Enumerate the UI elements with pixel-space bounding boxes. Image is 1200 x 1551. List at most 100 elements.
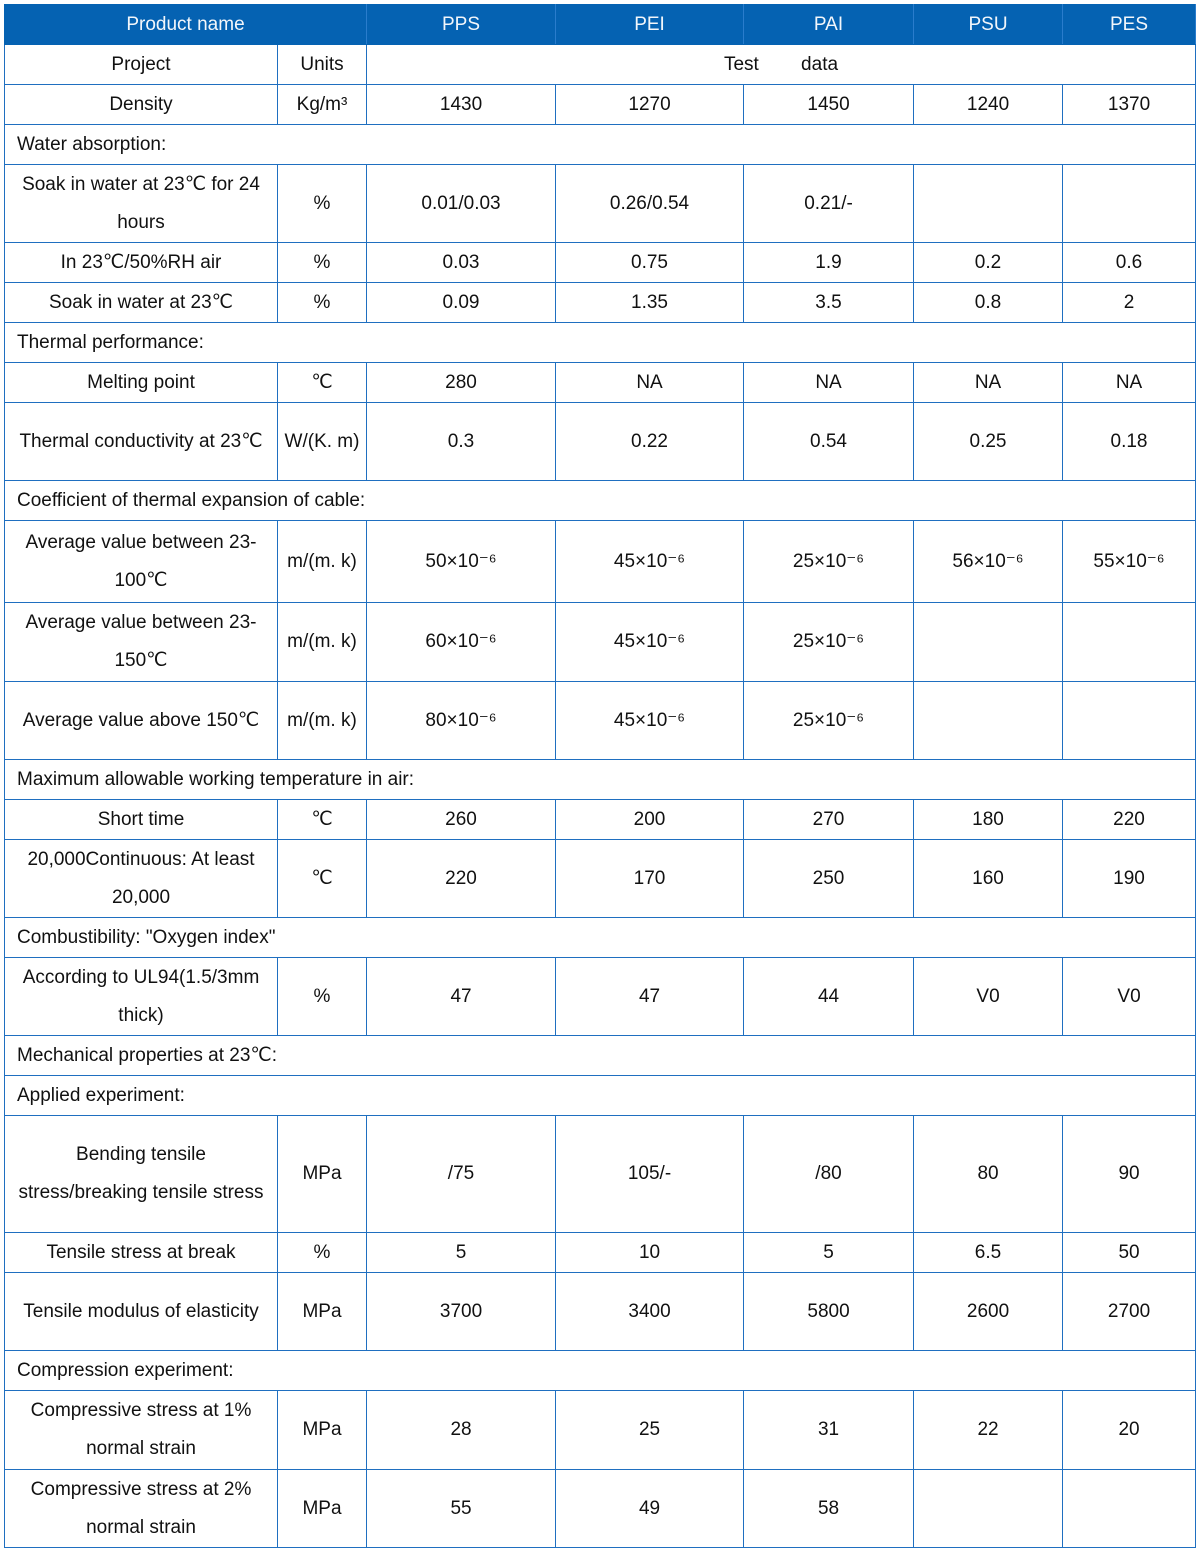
property-label: According to UL94(1.5/3mm thick) [4, 957, 278, 1036]
value-cell-pes: 20 [1062, 1390, 1197, 1470]
value-cell-pps: 50×10⁻⁶ [366, 520, 557, 603]
value-cell-pes: 220 [1062, 799, 1197, 840]
table-row: Compressive stress at 1% normal strain MP… [4, 1390, 1197, 1470]
value-cell-pai: 250 [743, 839, 915, 918]
table-row: Density Kg/m³ 1430 1270 1450 1240 1370 [4, 84, 1197, 125]
properties-table: Product name PPS PEI PAI PSU PES Project… [3, 4, 1197, 1548]
section-row: Mechanical properties at 23℃: [3, 1035, 1197, 1076]
value-cell-pei: 25 [555, 1390, 745, 1470]
value-cell-pei: 200 [555, 799, 745, 840]
unit-cell: % [276, 957, 368, 1036]
value-cell-pes: 0.18 [1062, 402, 1197, 481]
value-cell-pei: 0.22 [555, 402, 745, 481]
table-row: Compressive stress at 2% normal strain MP… [4, 1469, 1197, 1548]
property-label: 20,000Continuous: At least 20,000 [4, 839, 278, 918]
units-header: Units [276, 44, 368, 85]
section-title: Maximum allowable working temperature in… [3, 759, 1197, 800]
section-title: Compression experiment: [3, 1350, 1197, 1391]
property-label: Tensile stress at break [4, 1232, 278, 1273]
value-cell-pes [1062, 164, 1197, 243]
unit-cell: ℃ [276, 799, 368, 840]
value-cell-pes: 1370 [1062, 84, 1197, 125]
value-cell-psu: V0 [913, 957, 1064, 1036]
section-row: Thermal performance: [3, 322, 1197, 363]
test-data-header: Test data [366, 44, 1197, 85]
section-row: Water absorption: [3, 124, 1197, 165]
section-row: Coefficient of thermal expansion of cabl… [3, 480, 1197, 521]
value-cell-pps: /75 [366, 1115, 557, 1233]
value-cell-pai: NA [743, 362, 915, 403]
table-row: Average value between 23-150℃ m/(m. k) 60×… [4, 602, 1197, 682]
property-label: Average value between 23-150℃ [4, 602, 278, 682]
value-cell-pps: 1430 [366, 84, 557, 125]
unit-cell: m/(m. k) [276, 602, 368, 682]
value-cell-pai: 3.5 [743, 282, 915, 323]
value-cell-psu: 6.5 [913, 1232, 1064, 1273]
table-row: Tensile stress at break% 5 10 5 6.5 50 [4, 1232, 1197, 1273]
table-row: According to UL94(1.5/3mm thick)% 47 47 44 V… [4, 957, 1197, 1036]
value-cell-pps: 47 [366, 957, 557, 1036]
value-cell-psu: 180 [913, 799, 1064, 840]
section-row: Applied experiment: [3, 1075, 1197, 1116]
value-cell-pes: 2 [1062, 282, 1197, 323]
table-row: In 23℃/50%RH air% 0.03 0.75 1.9 0.2 0.6 [4, 242, 1197, 283]
value-cell-pes: 50 [1062, 1232, 1197, 1273]
value-cell-pps: 3700 [366, 1272, 557, 1351]
section-row: Combustibility: "Oxygen index" [3, 917, 1197, 958]
value-cell-pei: 45×10⁻⁶ [555, 602, 745, 682]
header-row: Product name PPS PEI PAI PSU PES [3, 4, 1197, 45]
value-cell-pai: 31 [743, 1390, 915, 1470]
property-label: Tensile modulus of elasticity [4, 1272, 278, 1351]
value-cell-pps: 260 [366, 799, 557, 840]
value-cell-psu [913, 164, 1064, 243]
product-name-header: Product name [3, 4, 368, 45]
value-cell-pes: NA [1062, 362, 1197, 403]
table-row: Soak in water at 23℃ for 24 hours% 0.01/0… [4, 164, 1197, 243]
property-label: Soak in water at 23℃ [4, 282, 278, 323]
section-title: Mechanical properties at 23℃: [3, 1035, 1197, 1076]
value-cell-pai: 25×10⁻⁶ [743, 681, 915, 760]
unit-cell: % [276, 242, 368, 283]
table-row: Melting point ℃ 280 NA NA NA NA [4, 362, 1197, 403]
value-cell-psu: 0.8 [913, 282, 1064, 323]
value-cell-pai: 270 [743, 799, 915, 840]
unit-cell: MPa [276, 1272, 368, 1351]
unit-cell: % [276, 164, 368, 243]
value-cell-pei: 45×10⁻⁶ [555, 681, 745, 760]
section-title: Applied experiment: [3, 1075, 1197, 1116]
property-label: Density [4, 84, 278, 125]
value-cell-pes: 2700 [1062, 1272, 1197, 1351]
value-cell-pai: 0.54 [743, 402, 915, 481]
value-cell-pai: 1450 [743, 84, 915, 125]
value-cell-pei: 0.26/0.54 [555, 164, 745, 243]
value-cell-psu: 80 [913, 1115, 1064, 1233]
property-label: Average value above 150℃ [4, 681, 278, 760]
project-header: Project [4, 44, 278, 85]
value-cell-pei: 1270 [555, 84, 745, 125]
property-label: Melting point [4, 362, 278, 403]
value-cell-pei: 45×10⁻⁶ [555, 520, 745, 603]
value-cell-pes [1062, 1469, 1197, 1548]
value-cell-pei: 10 [555, 1232, 745, 1273]
value-cell-pai: 25×10⁻⁶ [743, 520, 915, 603]
value-cell-pps: 0.01/0.03 [366, 164, 557, 243]
value-cell-pei: 170 [555, 839, 745, 918]
section-title: Thermal performance: [3, 322, 1197, 363]
section-title: Water absorption: [3, 124, 1197, 165]
value-cell-pps: 220 [366, 839, 557, 918]
value-cell-pes: 0.6 [1062, 242, 1197, 283]
property-label: Bending tensile stress/breaking tensile … [4, 1115, 278, 1233]
section-row: Maximum allowable working temperature in… [3, 759, 1197, 800]
unit-cell: ℃ [276, 839, 368, 918]
value-cell-psu [913, 681, 1064, 760]
property-label: Soak in water at 23℃ for 24 hours [4, 164, 278, 243]
value-cell-pps: 5 [366, 1232, 557, 1273]
table-row: Average value between 23-100℃ m/(m. k) 50×… [4, 520, 1197, 603]
unit-cell: MPa [276, 1115, 368, 1233]
unit-cell: % [276, 1232, 368, 1273]
value-cell-psu: 2600 [913, 1272, 1064, 1351]
value-cell-pei: 105/- [555, 1115, 745, 1233]
unit-cell: W/(K. m) [276, 402, 368, 481]
property-label: In 23℃/50%RH air [4, 242, 278, 283]
property-label: Compressive stress at 2% normal strain [4, 1469, 278, 1548]
